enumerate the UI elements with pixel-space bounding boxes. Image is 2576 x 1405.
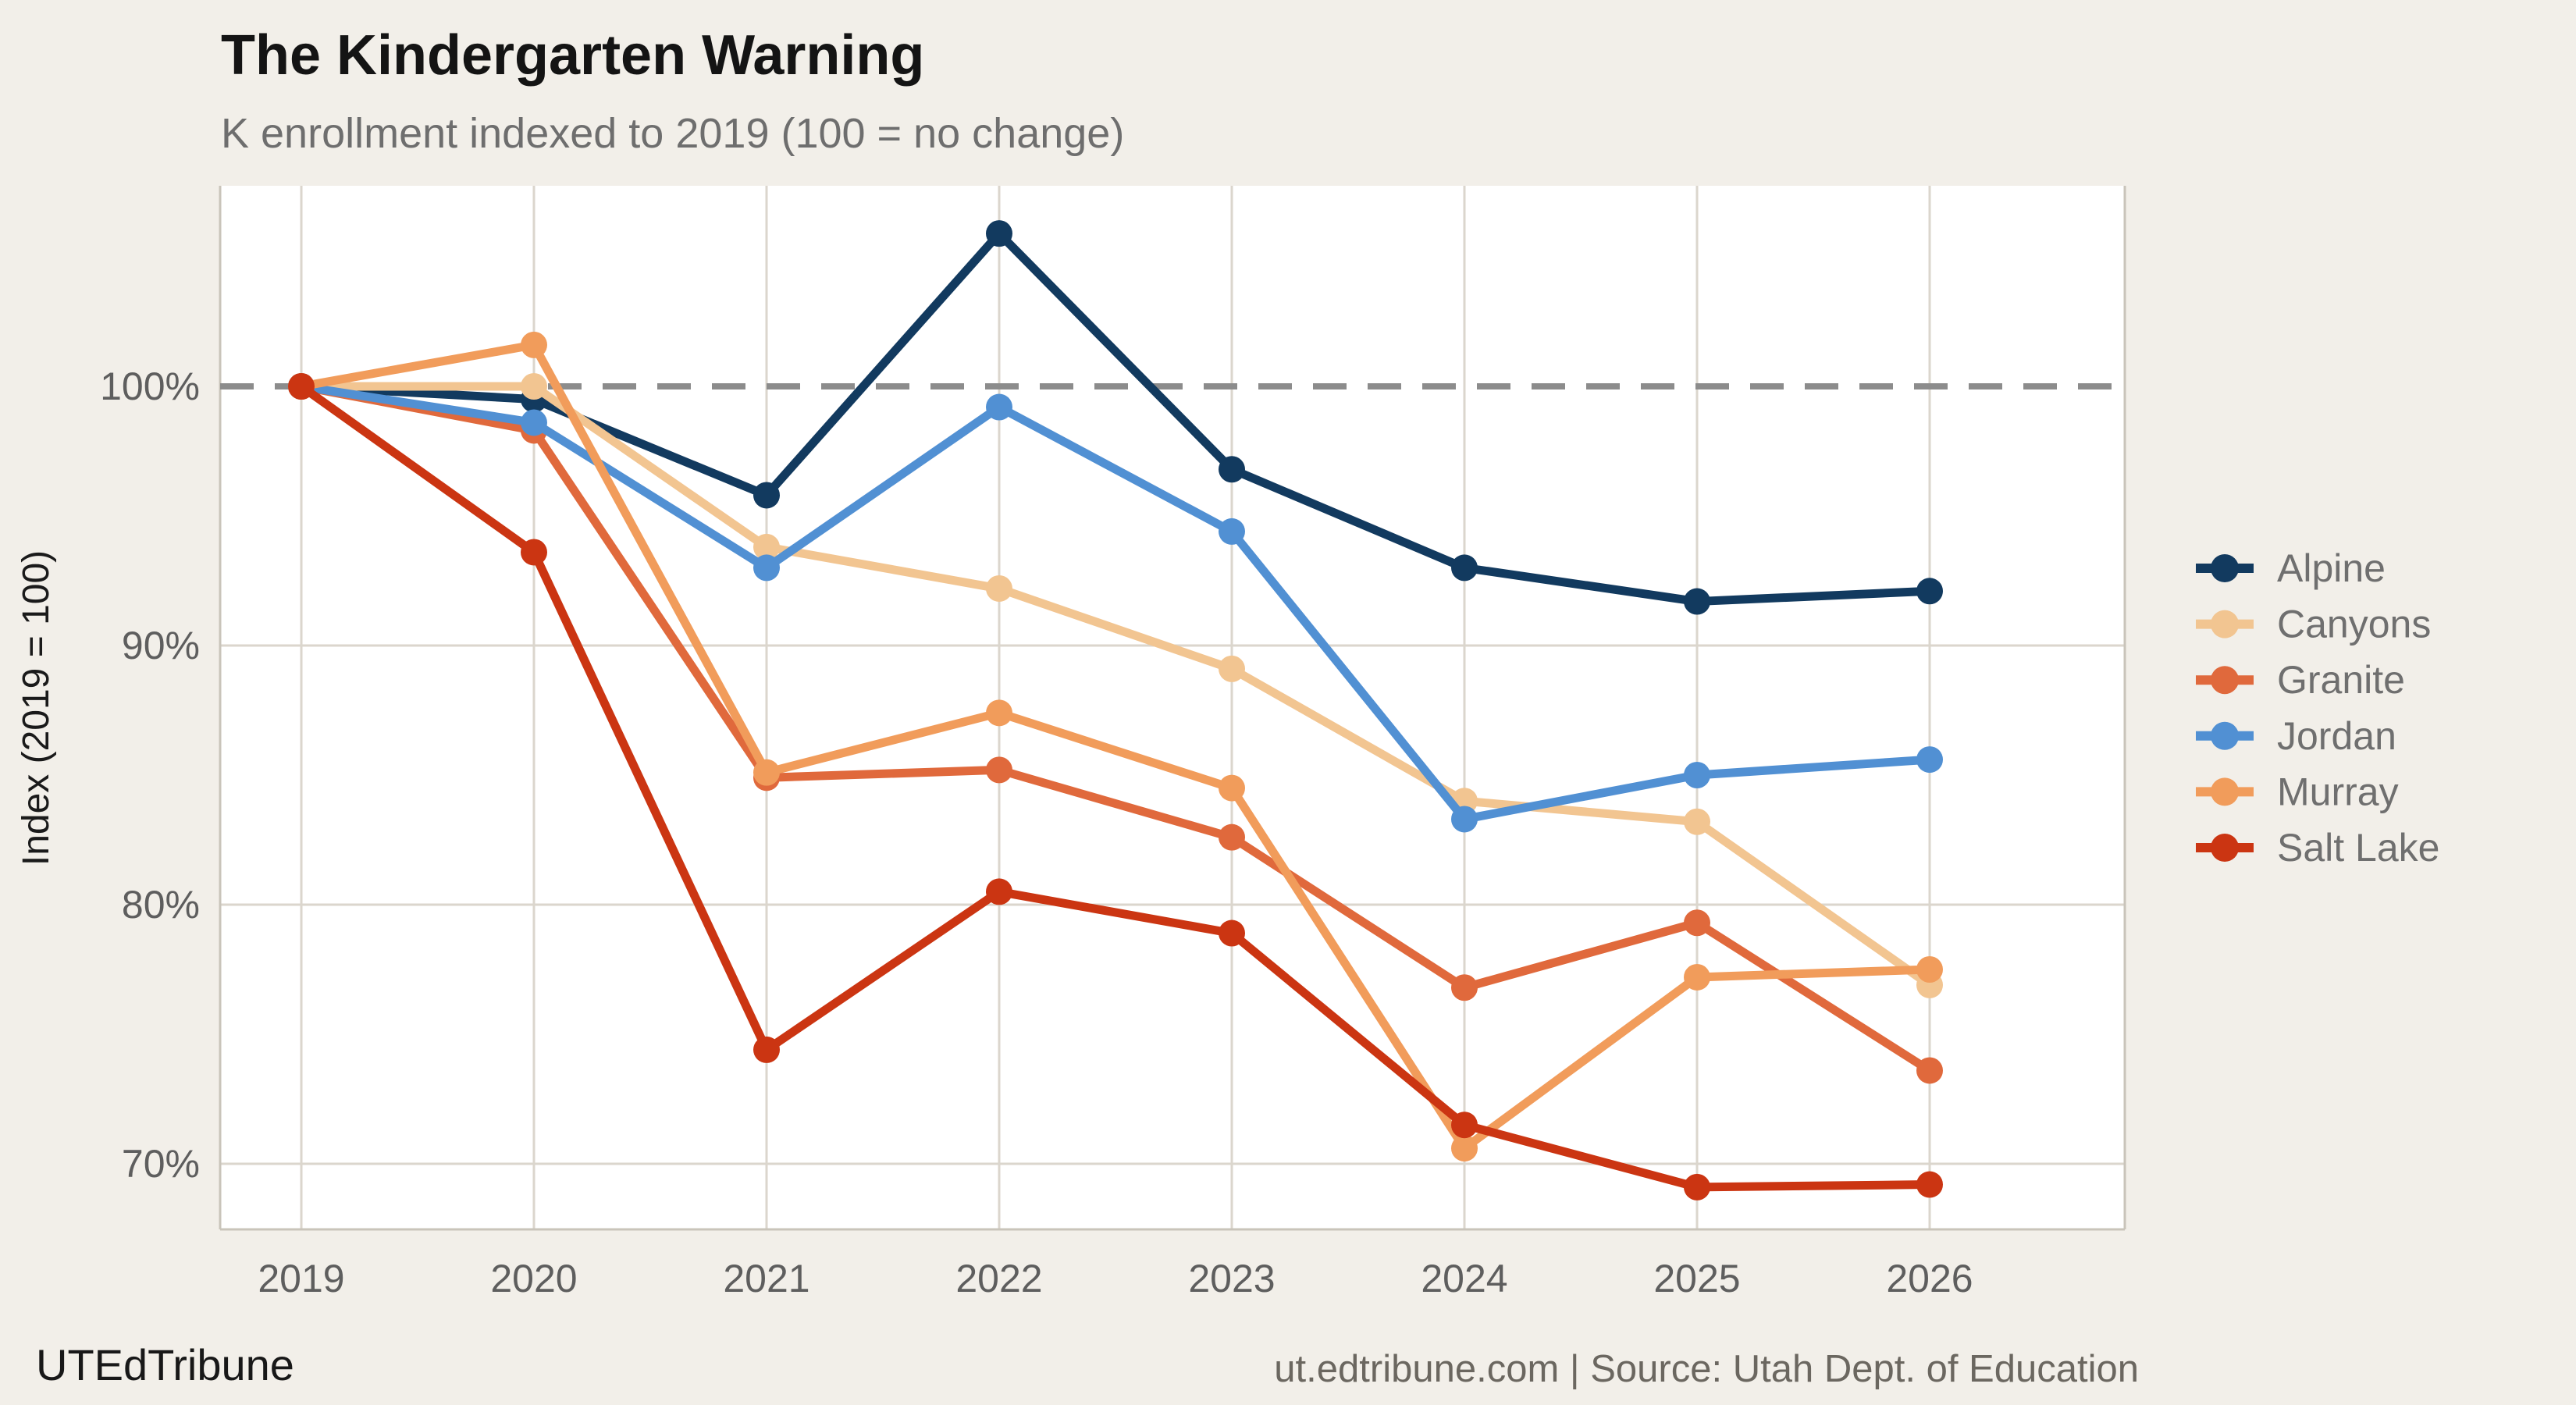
x-tick-label: 2021 (723, 1257, 809, 1300)
x-tick-label: 2026 (1886, 1257, 1973, 1300)
series-line-granite (297, 382, 1934, 1075)
x-tick-label: 2024 (1421, 1257, 1507, 1300)
data-point-jordan (1916, 746, 1943, 774)
data-point-salt-lake (1684, 1173, 1710, 1200)
data-point-alpine (1451, 554, 1478, 582)
data-point-jordan (753, 554, 780, 582)
data-point-murray (1916, 956, 1943, 983)
y-axis-title: Index (2019 = 100) (16, 550, 57, 866)
data-point-alpine (753, 482, 780, 509)
legend-marker-dot (2211, 554, 2239, 582)
data-point-granite (1451, 974, 1478, 1001)
page-title: The Kindergarten Warning (221, 24, 925, 87)
data-point-alpine (1916, 578, 1943, 605)
data-point-salt-lake (521, 539, 547, 566)
y-tick-label: 80% (122, 883, 200, 927)
data-point-granite (1684, 909, 1710, 937)
page-subtitle: K enrollment indexed to 2019 (100 = no c… (221, 110, 1125, 157)
brand-mark: UTEdTribune (36, 1340, 294, 1389)
series-line-salt-lake (297, 382, 1934, 1192)
legend-item-label: Alpine (2277, 546, 2386, 590)
data-point-salt-lake (1451, 1112, 1478, 1139)
data-point-salt-lake (1916, 1171, 1943, 1198)
legend-marker-dot (2211, 721, 2239, 750)
data-point-salt-lake (288, 373, 315, 400)
data-point-granite (1916, 1057, 1943, 1084)
y-tick-label: 90% (122, 624, 200, 667)
data-point-jordan (1219, 518, 1245, 545)
source-attribution: ut.edtribune.com | Source: Utah Dept. of… (1274, 1348, 2139, 1390)
legend-marker-dot (2211, 777, 2239, 806)
data-point-granite (986, 756, 1012, 784)
data-point-granite (1219, 823, 1245, 851)
data-point-murray (521, 331, 547, 358)
data-point-murray (1684, 963, 1710, 991)
data-point-jordan (986, 393, 1012, 421)
data-point-jordan (1684, 762, 1710, 788)
legend-marker-dot (2211, 834, 2239, 862)
data-point-alpine (986, 220, 1012, 247)
legend-item-label: Jordan (2277, 714, 2396, 758)
legend-item-label: Murray (2277, 770, 2399, 813)
x-tick-label: 2023 (1188, 1257, 1275, 1300)
data-point-salt-lake (753, 1036, 780, 1063)
y-tick-label: 100% (100, 365, 200, 408)
x-tick-label: 2022 (955, 1257, 1042, 1300)
x-tick-label: 2020 (490, 1257, 577, 1300)
data-point-murray (986, 699, 1012, 727)
legend-item-label: Canyons (2277, 603, 2431, 646)
data-point-canyons (1219, 655, 1245, 682)
plot-area (220, 186, 2125, 1229)
legend-marker-dot (2211, 666, 2239, 695)
data-point-canyons (986, 574, 1012, 602)
data-point-murray (753, 759, 780, 786)
legend-marker-dot (2211, 610, 2239, 638)
data-point-canyons (521, 373, 547, 400)
legend-item-label: Granite (2277, 658, 2405, 702)
data-point-salt-lake (986, 878, 1012, 905)
data-point-canyons (1684, 808, 1710, 835)
data-point-alpine (1684, 588, 1710, 615)
data-point-salt-lake (1219, 919, 1245, 947)
x-tick-label: 2019 (258, 1257, 344, 1300)
series-line-murray (297, 340, 1934, 1153)
x-tick-label: 2025 (1653, 1257, 1740, 1300)
data-point-alpine (1219, 456, 1245, 483)
data-point-canyons (753, 533, 780, 560)
series-line-jordan (297, 382, 1934, 823)
legend-item-label: Salt Lake (2277, 826, 2439, 870)
y-tick-label: 70% (122, 1142, 200, 1186)
data-point-jordan (521, 409, 547, 436)
data-point-murray (1219, 774, 1245, 802)
data-point-jordan (1451, 806, 1478, 833)
data-point-murray (1451, 1135, 1478, 1162)
